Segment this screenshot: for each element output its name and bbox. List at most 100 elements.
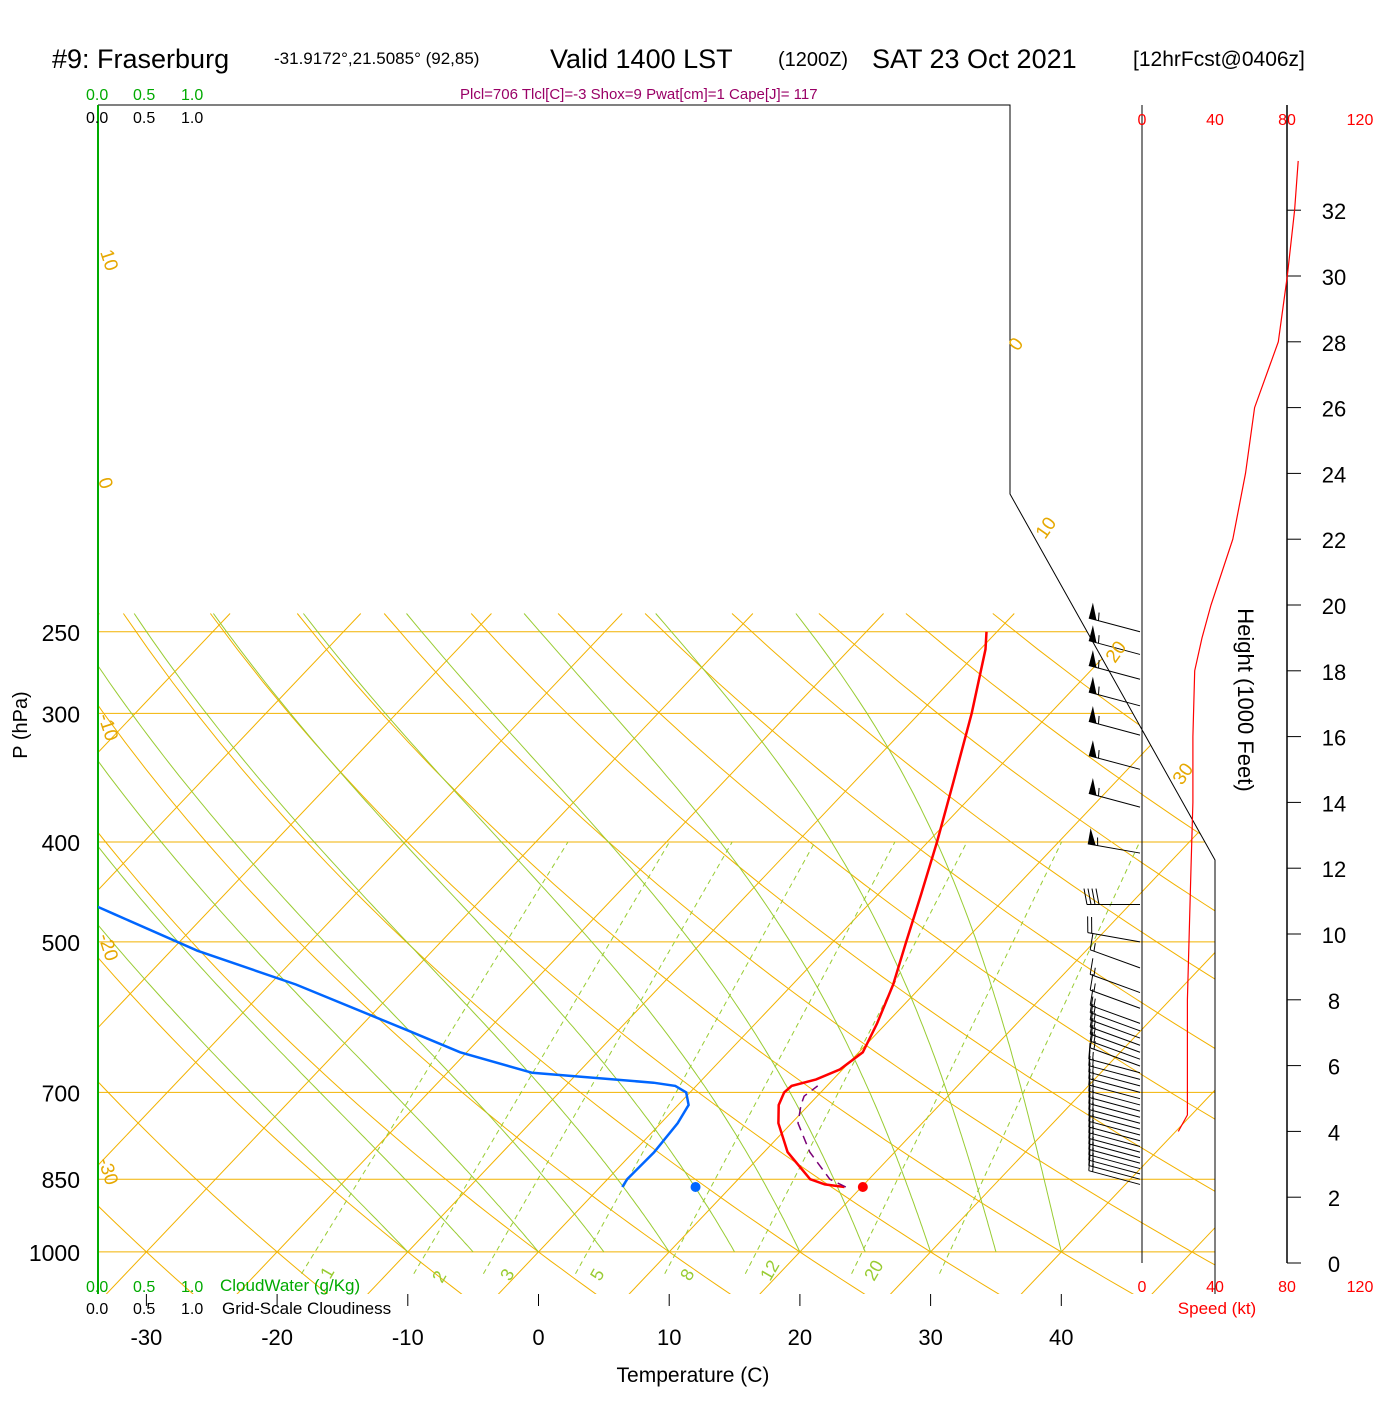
wind-barb-pennant — [1089, 778, 1097, 796]
cloudwater-tick-bottom: 0.5 — [133, 1279, 155, 1296]
height-tick-label: 24 — [1322, 462, 1346, 487]
dry-adiabat-line — [1254, 614, 1400, 1295]
moist-adiabat-line — [134, 614, 669, 1252]
wind-barb-half-feather — [1094, 943, 1095, 951]
x-tick-label: 30 — [918, 1325, 942, 1350]
pressure-tick-label: 700 — [42, 1080, 80, 1106]
height-tick-label: 14 — [1322, 791, 1346, 816]
dry-adiabat-line — [297, 614, 1134, 1295]
cloudiness-tick-top: 0.5 — [133, 110, 155, 127]
wind-barb-half-feather — [1098, 613, 1099, 621]
height-tick-label: 16 — [1322, 726, 1346, 751]
moist-adiabat-line — [524, 614, 931, 1252]
isotherm-label: 0 — [93, 475, 116, 492]
wind-barb-half-feather — [1094, 968, 1095, 976]
wind-barb-staff — [1089, 1127, 1140, 1141]
x-tick-label: -10 — [392, 1325, 424, 1350]
height-tick-label: 0 — [1328, 1252, 1340, 1277]
pressure-tick-label: 500 — [42, 930, 80, 956]
wind-barb-staff — [1089, 1059, 1140, 1073]
height-tick-label: 4 — [1328, 1120, 1340, 1145]
cloudwater-tick-top: 0.5 — [133, 87, 155, 104]
wind-barb-pennant — [1089, 677, 1097, 695]
wind-barb-staff — [1089, 1149, 1140, 1163]
cloudiness-tick-top: 0.0 — [86, 110, 108, 127]
speed-tick-bottom: 40 — [1206, 1279, 1224, 1296]
wind-barb-half-feather — [1098, 750, 1099, 758]
wind-barb-staff — [1089, 1110, 1140, 1124]
wind-barb-pennant — [1089, 706, 1097, 724]
dry-adiabat-line — [384, 614, 1268, 1295]
moist-adiabat-line — [407, 614, 866, 1252]
utc-time: (1200Z) — [778, 49, 848, 71]
wind-barb-staff — [1090, 950, 1140, 968]
wind-barb-staff — [1089, 1138, 1140, 1152]
wind-barb-half-feather — [1098, 687, 1099, 695]
station-title: #9: Fraserburg — [52, 44, 229, 74]
cloudwater-label: CloudWater (g/Kg) — [220, 1276, 360, 1295]
speed-tick-bottom: 0 — [1138, 1279, 1147, 1296]
pressure-tick-label: 850 — [42, 1167, 80, 1193]
x-axis-label: Temperature (C) — [617, 1364, 770, 1387]
wind-barb-pennant — [1089, 740, 1097, 758]
mixing-ratio-line — [665, 842, 895, 1274]
isotherm-label: 10 — [1032, 514, 1061, 543]
x-tick-label: -20 — [261, 1325, 293, 1350]
speed-tick-bottom: 120 — [1347, 1279, 1374, 1296]
height-tick-label: 18 — [1322, 660, 1346, 685]
cloudwater-tick-bottom: 1.0 — [181, 1279, 203, 1296]
wind-barb-half-feather — [1094, 983, 1095, 991]
height-tick-label: 28 — [1322, 331, 1346, 356]
mixing-ratio-line — [939, 842, 1139, 1274]
isotherm-line — [890, 614, 1400, 1295]
wind-barbs — [1084, 603, 1140, 1185]
dry-adiabat-line — [471, 614, 1400, 1295]
wind-barb-half-feather — [1098, 635, 1099, 643]
mixing-ratio-label: 3 — [496, 1265, 518, 1284]
wind-barb-staff — [1090, 1013, 1140, 1031]
x-tick-label: 0 — [532, 1325, 544, 1350]
speed-axis-label: Speed (kt) — [1178, 1299, 1256, 1318]
isotherm-line — [759, 614, 1400, 1295]
isotherm-label: 20 — [1102, 638, 1131, 667]
valid-time: Valid 1400 LST — [550, 44, 733, 74]
wind-barb-staff — [1089, 1121, 1140, 1135]
dry-adiabat-line — [1167, 614, 1400, 1295]
cloudiness-tick-bottom: 1.0 — [181, 1301, 203, 1318]
cloudwater-tick-top: 1.0 — [181, 87, 203, 104]
x-tick-label: 40 — [1049, 1325, 1073, 1350]
mixing-ratio-line — [852, 842, 1062, 1274]
wind-barb-staff — [1089, 618, 1140, 632]
wind-barb-half-feather — [1098, 716, 1099, 724]
isotherm-label: 30 — [1169, 760, 1198, 789]
skewt-diagram — [0, 105, 1400, 1295]
station-coords: -31.9172°,21.5085° (92,85) — [274, 49, 479, 68]
cloudiness-tick-top: 1.0 — [181, 110, 203, 127]
isotherm-label: 0 — [1005, 334, 1028, 355]
wind-barb-feather — [1092, 889, 1095, 905]
x-tick-label: 20 — [788, 1325, 812, 1350]
pressure-tick-label: 1000 — [29, 1240, 80, 1266]
y-axis-label: P (hPa) — [10, 691, 32, 758]
height-axis-label: Height (1000 Feet) — [1233, 608, 1258, 791]
wind-barb-pennant — [1089, 650, 1097, 668]
height-tick-label: 32 — [1322, 199, 1346, 224]
isotherm-line — [367, 614, 1014, 1295]
forecast-label: [12hrFcst@0406z] — [1133, 48, 1305, 71]
moist-adiabat-line — [656, 614, 996, 1252]
cloudiness-tick-bottom: 0.5 — [133, 1301, 155, 1318]
wind-barb-staff — [1089, 1155, 1140, 1169]
cloudiness-label: Grid-Scale Cloudiness — [222, 1299, 391, 1318]
wind-barb-staff — [1090, 1027, 1140, 1045]
wind-barb-staff — [1089, 1091, 1140, 1105]
surface-dewpoint-marker — [691, 1182, 701, 1192]
pressure-tick-label: 400 — [42, 830, 80, 856]
wind-barb-staff — [1090, 974, 1140, 992]
height-tick-label: 22 — [1322, 528, 1346, 553]
wind-barb-feather — [1090, 958, 1093, 974]
x-tick-label: -30 — [131, 1325, 163, 1350]
wind-barb-pennant — [1089, 603, 1097, 621]
mixing-ratio-label: 20 — [860, 1257, 887, 1284]
mixing-ratio-line — [302, 842, 568, 1274]
